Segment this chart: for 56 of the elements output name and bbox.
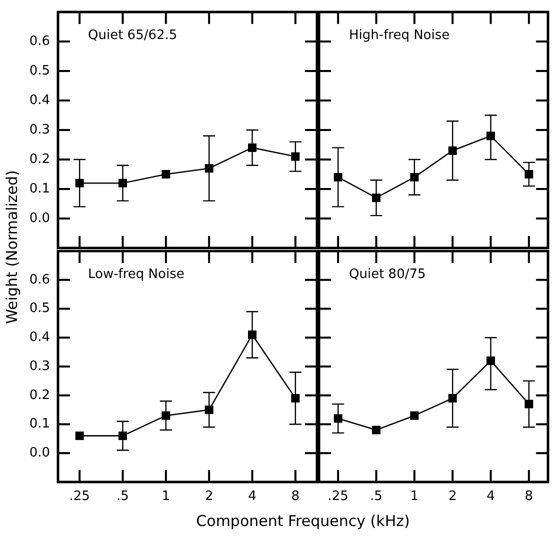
point xyxy=(334,414,342,423)
x-axis-title: Component Frequency (kHz) xyxy=(195,512,411,530)
y-tick-label: 0.5 xyxy=(29,301,50,316)
y-tick-label: 0.1 xyxy=(29,416,50,432)
y-tick-label: 0.2 xyxy=(29,388,50,403)
x-tick-label: .5 xyxy=(370,488,382,504)
point xyxy=(204,164,214,173)
y-tick-label: 0.5 xyxy=(29,63,50,78)
point xyxy=(75,432,84,440)
point xyxy=(162,411,170,420)
y-tick-label: 0.0 xyxy=(29,446,50,460)
y-tick-label: 0.4 xyxy=(29,92,50,108)
text: High-freq Noise xyxy=(349,28,450,43)
x-tick-label: .25 xyxy=(328,488,348,504)
y-tick-label: 0.6 xyxy=(29,272,50,288)
point xyxy=(291,152,300,161)
point xyxy=(524,400,534,408)
x-tick-label: 2 xyxy=(448,488,457,504)
y-tick-label: 0.6 xyxy=(29,34,50,49)
y-tick-label: 0.1 xyxy=(29,181,50,196)
x-tick-label: .5 xyxy=(116,488,129,504)
point xyxy=(448,394,457,403)
x-tick-label: 1 xyxy=(410,488,419,504)
point xyxy=(372,194,380,202)
point xyxy=(486,132,495,140)
point xyxy=(291,394,300,403)
x-tick-label: 2 xyxy=(204,488,214,504)
x-tick-label: 8 xyxy=(524,488,534,504)
text: Quiet 80/75 xyxy=(349,267,426,282)
point xyxy=(486,356,495,365)
point xyxy=(448,146,457,155)
y-tick-label: 0.4 xyxy=(29,330,50,345)
point xyxy=(334,172,342,182)
text: Quiet 65/62.5 xyxy=(88,28,178,43)
point xyxy=(410,172,419,182)
y-tick-label: 0.3 xyxy=(29,122,50,138)
y-tick-label: 0.2 xyxy=(29,152,50,167)
y-axis-title: Weight (Normalized) xyxy=(3,169,21,326)
text: Low-freq Noise xyxy=(88,267,184,282)
y-tick-label: 0.0 xyxy=(29,210,50,226)
point xyxy=(118,432,127,440)
point xyxy=(162,170,170,178)
x-tick-label: 8 xyxy=(291,488,300,504)
point xyxy=(75,178,84,188)
x-tick-label: 1 xyxy=(162,488,170,504)
x-tick-label: 4 xyxy=(486,488,495,504)
x-tick-label: 4 xyxy=(248,488,256,504)
point xyxy=(248,330,256,339)
point xyxy=(410,411,419,420)
point xyxy=(372,426,380,434)
point xyxy=(118,178,127,188)
y-tick-label: 0.3 xyxy=(29,358,50,374)
point xyxy=(248,143,256,152)
point xyxy=(204,406,214,414)
point xyxy=(524,170,534,178)
x-tick-label: .25 xyxy=(69,488,90,504)
